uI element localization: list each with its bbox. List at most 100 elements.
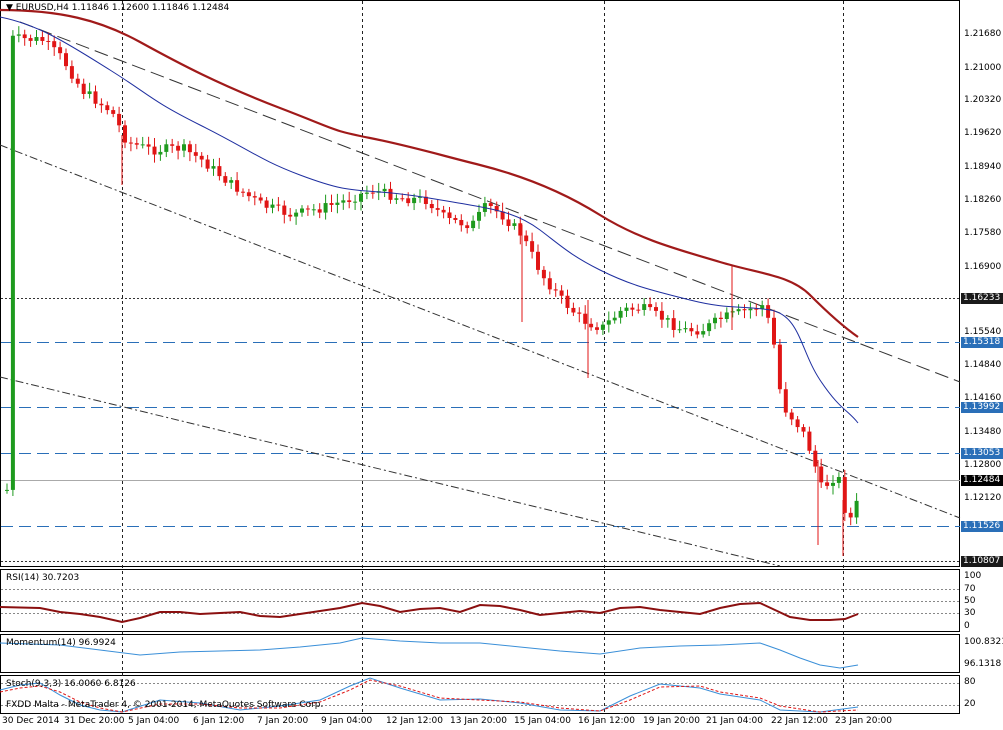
- candle-body: [382, 188, 387, 192]
- candle-body: [459, 219, 464, 226]
- candle-body: [500, 211, 505, 220]
- candle-body: [718, 317, 723, 319]
- candle-body: [158, 151, 163, 155]
- candle-body: [69, 66, 74, 79]
- candle-body: [695, 331, 700, 335]
- candle-body: [99, 103, 104, 106]
- candle-body: [182, 144, 186, 151]
- candle-body: [423, 196, 428, 204]
- symbol-quote: EURUSD,H4 1.11846 1.12600 1.11846 1.1248…: [15, 3, 230, 13]
- chart-header: ▼ EURUSD,H4 1.11846 1.12600 1.11846 1.12…: [6, 3, 229, 13]
- momentum-line: [0, 637, 859, 669]
- candle-body: [117, 113, 122, 126]
- candle-body: [5, 489, 9, 491]
- candle-body: [447, 212, 452, 219]
- stoch-signal-line: [0, 679, 859, 713]
- rsi-tick: 30: [964, 608, 976, 618]
- candle-body: [748, 308, 753, 311]
- candle-body: [465, 225, 470, 229]
- candle-body: [276, 204, 281, 206]
- candle-body: [311, 209, 316, 211]
- candle-body: [205, 159, 210, 169]
- candle-body: [258, 197, 263, 201]
- candle-body: [506, 219, 511, 226]
- candle-body: [241, 191, 245, 193]
- price-tick: 1.17580: [964, 228, 1002, 238]
- momentum-pane-border: [0, 634, 960, 673]
- price-tick: 1.12800: [964, 460, 1002, 470]
- time-tick: 31 Dec 20:00: [64, 716, 125, 726]
- price-tick: 1.13480: [964, 427, 1002, 437]
- candle-body: [264, 200, 269, 208]
- candle-body: [536, 251, 540, 270]
- rsi-tick: 0: [964, 621, 970, 631]
- candle-body: [677, 329, 682, 331]
- candle-body: [364, 192, 369, 194]
- price-label-level: 1.13992: [961, 402, 1003, 413]
- candle-body: [766, 305, 771, 318]
- candle-body: [789, 412, 794, 420]
- candle-body: [93, 91, 98, 104]
- candle-body: [134, 143, 139, 145]
- candle-body: [595, 327, 599, 330]
- candle-body: [128, 142, 133, 144]
- candle-body: [176, 145, 181, 151]
- moving-average-fast: [0, 16, 859, 424]
- moving-average-slow: [0, 8, 859, 338]
- candle-body: [152, 146, 157, 155]
- dropdown-triangle-icon[interactable]: ▼: [6, 3, 13, 13]
- price-label-level: 1.13053: [961, 448, 1003, 459]
- candle-body: [359, 193, 363, 202]
- candle-body: [441, 209, 446, 213]
- candle-body: [46, 40, 51, 42]
- candle-body: [123, 125, 127, 143]
- candle-body: [801, 427, 806, 432]
- candle-body: [518, 223, 523, 236]
- time-tick: 23 Jan 20:00: [835, 716, 892, 726]
- candle-body: [559, 290, 564, 296]
- candle-body: [636, 309, 641, 311]
- price-label-level: 1.15318: [961, 337, 1003, 348]
- momentum-header: Momentum(14) 96.9924: [6, 638, 116, 648]
- time-tick: 6 Jan 12:00: [193, 716, 245, 726]
- time-tick: 30 Dec 2014: [2, 716, 60, 726]
- candle-body: [294, 212, 299, 217]
- candle-body: [600, 324, 605, 330]
- candle-body: [618, 310, 623, 318]
- time-tick: 5 Jan 04:00: [128, 716, 180, 726]
- candle-body: [754, 308, 759, 310]
- candle-body: [305, 208, 310, 210]
- candle-body: [288, 214, 293, 217]
- time-tick: 15 Jan 04:00: [514, 716, 571, 726]
- candle-body: [630, 307, 635, 310]
- price-label-current: 1.12484: [961, 475, 1003, 486]
- candle-body: [300, 208, 304, 213]
- candle-body: [512, 223, 517, 226]
- time-tick: 16 Jan 12:00: [578, 716, 635, 726]
- price-tick: 1.14840: [964, 360, 1002, 370]
- period-separators: [122, 1, 844, 714]
- candle-body: [164, 144, 169, 152]
- time-tick: 12 Jan 12:00: [386, 716, 443, 726]
- candle-body: [736, 309, 741, 312]
- stoch-tick: 80: [964, 677, 976, 687]
- horizontal-levels: [1, 298, 960, 562]
- candle-body: [665, 318, 670, 320]
- candle-body: [825, 482, 830, 486]
- candle-body: [140, 144, 145, 146]
- time-tick: 19 Jan 20:00: [643, 716, 700, 726]
- candle-body: [64, 53, 68, 67]
- trend-channel: [0, 21, 961, 567]
- candle-body: [541, 269, 546, 279]
- candle-body: [795, 419, 800, 428]
- candle-body: [347, 200, 352, 202]
- price-tick: 1.19620: [964, 128, 1002, 138]
- candle-body: [406, 198, 411, 204]
- candle-body: [659, 310, 664, 320]
- time-tick: 21 Jan 04:00: [706, 716, 763, 726]
- rsi-levels: [1, 589, 960, 614]
- time-tick: 22 Jan 12:00: [771, 716, 828, 726]
- candle-body: [341, 200, 346, 203]
- candle-body: [807, 431, 812, 451]
